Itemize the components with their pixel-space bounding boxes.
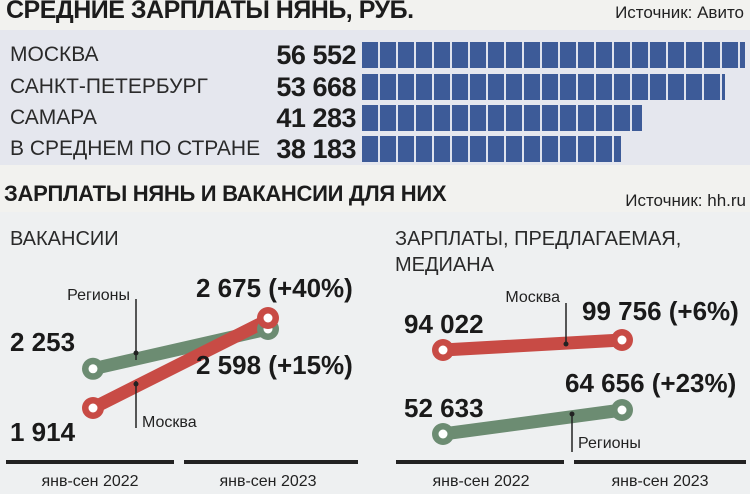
x-tick-label: янв-сен 2023	[219, 473, 316, 490]
bar-category-label: МОСКВА	[10, 43, 99, 66]
salary-point-center	[438, 429, 448, 439]
bar-row: МОСКВА 56 552	[0, 39, 750, 70]
salary-series-line	[436, 333, 629, 357]
series-label-regions: Регионы	[578, 435, 641, 452]
bar-value-label: 56 552	[276, 40, 356, 70]
salary-data-label: 99 756 (+6%)	[582, 296, 739, 326]
callout-dot	[569, 411, 575, 417]
callout-dot	[133, 381, 139, 387]
top-chart-source: Источник: Авито	[615, 3, 744, 22]
vacancies-data-label: 1 914	[10, 417, 76, 447]
vacancies-chart-title: ВАКАНСИИ	[10, 228, 119, 250]
bar-category-label: САМАРА	[10, 106, 97, 129]
bar-category-label: В СРЕДНЕМ ПО СТРАНЕ	[10, 137, 261, 160]
series-label-moscow: Москва	[142, 414, 197, 431]
vacancies-data-label: 2 675 (+40%)	[196, 273, 353, 303]
salary-point-center	[617, 335, 627, 345]
callout-dot	[133, 350, 139, 356]
x-tick-label: янв-сен 2023	[611, 473, 708, 490]
bar-row: В СРЕДНЕМ ПО СТРАНЕ 38 183	[0, 133, 750, 164]
bar-value-label: 41 283	[276, 103, 356, 133]
bar-value-label: 38 183	[276, 134, 356, 164]
bar	[362, 74, 725, 100]
top-chart-title: СРЕДНИЕ ЗАРПЛАТЫ НЯНЬ, РУБ.	[6, 0, 414, 24]
salary-point-center	[617, 405, 627, 415]
bar-value-label: 53 668	[276, 72, 356, 102]
series-label-moscow: Москва	[505, 289, 560, 306]
x-tick-label: янв-сен 2022	[432, 473, 529, 490]
bottom-section-source: Источник: hh.ru	[625, 191, 746, 210]
bottom-panel	[0, 212, 750, 494]
vacancies-point-center	[88, 403, 98, 413]
x-tick-label: янв-сен 2022	[41, 473, 138, 490]
callout-dot	[563, 341, 569, 347]
bar	[362, 42, 745, 68]
salary-series-line	[436, 403, 629, 441]
bar-row: САМАРА 41 283	[0, 102, 750, 133]
vacancies-data-label: 2 598 (+15%)	[196, 350, 353, 380]
vacancies-series-line	[86, 313, 275, 415]
bar	[362, 136, 621, 162]
salary-median-chart-title: ЗАРПЛАТЫ, ПРЕДЛАГАЕМАЯ, МЕДИАНА	[395, 228, 682, 276]
bottom-section-title: ЗАРПЛАТЫ НЯНЬ И ВАКАНСИИ ДЛЯ НИХ	[4, 181, 447, 206]
vacancies-point-center	[263, 313, 273, 323]
salary-data-label: 64 656 (+23%)	[565, 368, 736, 398]
salary-data-label: 94 022	[404, 309, 484, 339]
vacancies-data-label: 2 253	[10, 327, 75, 357]
salary-point-center	[438, 345, 448, 355]
bar	[362, 105, 642, 131]
bar-category-label: САНКТ-ПЕТЕРБУРГ	[10, 75, 208, 98]
bar-row: САНКТ-ПЕТЕРБУРГ 53 668	[0, 71, 750, 102]
salary-data-label: 52 633	[404, 393, 484, 423]
series-label-regions: Регионы	[67, 287, 130, 304]
vacancies-point-center	[88, 364, 98, 374]
